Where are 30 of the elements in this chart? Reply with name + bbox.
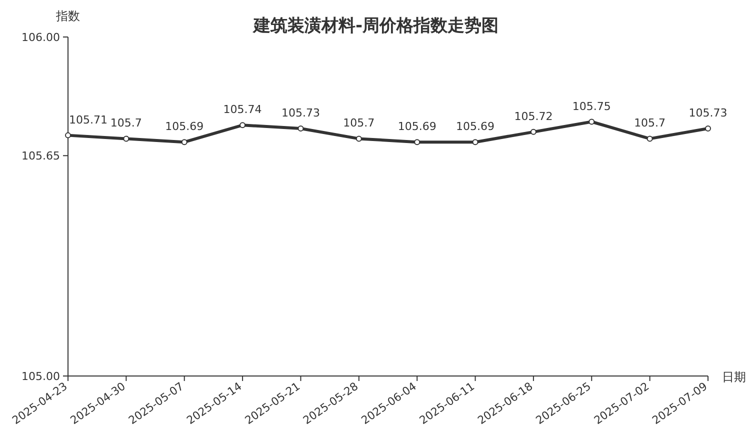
- data-label: 105.71: [69, 113, 108, 126]
- x-axis-title: 日期: [722, 370, 746, 384]
- data-label: 105.69: [456, 120, 495, 134]
- y-axis-title: 指数: [55, 9, 80, 23]
- data-label: 105.73: [281, 106, 320, 120]
- y-tick-label: 106.00: [22, 31, 60, 44]
- data-label: 105.69: [398, 120, 436, 134]
- point: [646, 136, 653, 142]
- y-tick-label: 105.65: [22, 150, 60, 163]
- point: [123, 136, 130, 142]
- point: [472, 139, 478, 146]
- point: [530, 128, 536, 135]
- y-tick-label: 105.00: [22, 370, 60, 383]
- point: [705, 126, 711, 132]
- data-label: 105.7: [110, 116, 142, 130]
- chart-title: 建筑装潢材料-周价格指数走势图: [251, 16, 499, 36]
- point: [356, 136, 362, 142]
- data-label: 105.75: [572, 100, 611, 113]
- data-label: 105.7: [343, 116, 375, 130]
- point: [240, 122, 246, 128]
- point: [414, 139, 420, 146]
- point: [298, 126, 304, 132]
- data-label: 105.73: [688, 106, 728, 120]
- data-label: 105.69: [165, 120, 204, 134]
- point: [588, 118, 595, 125]
- data-label: 105.74: [223, 103, 262, 116]
- point: [65, 132, 71, 138]
- data-label: 105.7: [634, 116, 666, 130]
- point: [181, 139, 188, 146]
- data-label: 105.72: [514, 110, 553, 123]
